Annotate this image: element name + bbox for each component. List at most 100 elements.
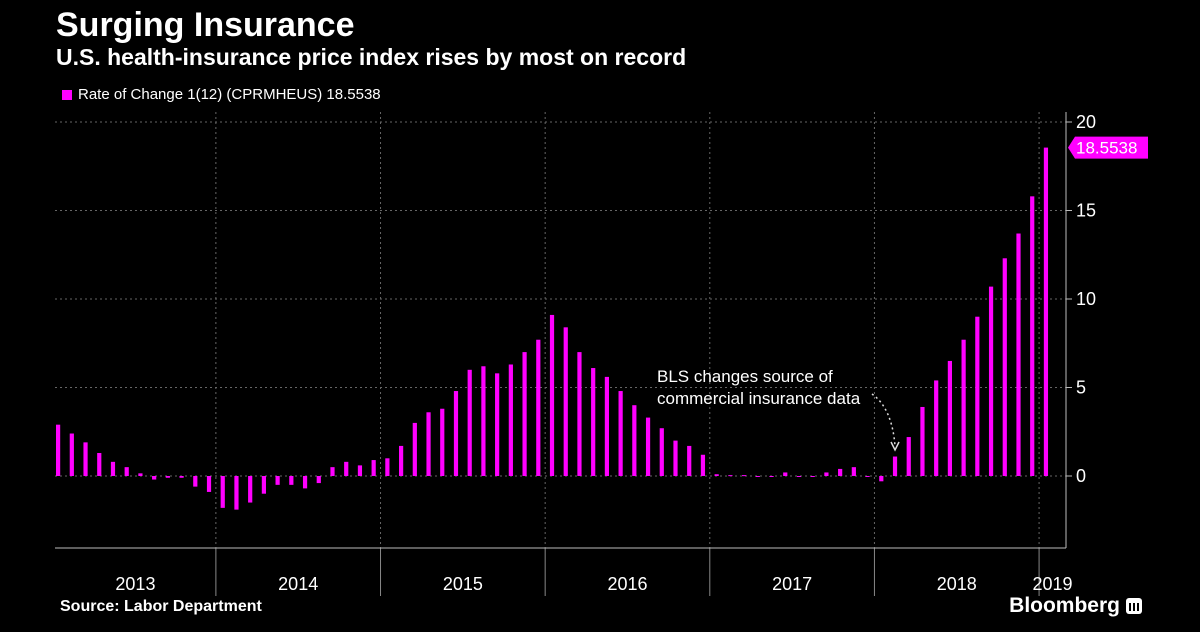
chart-subtitle: U.S. health-insurance price index rises … <box>56 44 687 70</box>
x-tick-label: 2019 <box>1033 574 1073 594</box>
chart-title: Surging Insurance <box>56 6 355 44</box>
bar <box>275 476 280 485</box>
bar <box>865 476 870 477</box>
bar <box>1043 147 1049 477</box>
y-tick-label: 20 <box>1076 112 1096 132</box>
bar <box>549 314 555 476</box>
bar <box>536 339 541 476</box>
bar <box>632 405 637 476</box>
bar <box>316 476 321 484</box>
bar <box>152 476 157 480</box>
legend-swatch <box>62 89 72 100</box>
bar <box>1016 233 1021 476</box>
bar <box>234 476 239 510</box>
bar <box>261 476 266 494</box>
bar <box>165 476 170 478</box>
x-tick-label: 2017 <box>772 574 812 594</box>
annotation-text: commercial insurance data <box>657 389 861 408</box>
bar <box>412 422 417 476</box>
bar <box>906 437 911 476</box>
bar <box>289 476 294 485</box>
bar <box>645 417 651 476</box>
bar <box>728 475 733 477</box>
bar <box>742 475 747 477</box>
last-value-label: 18.5538 <box>1076 139 1137 158</box>
bar <box>961 339 966 476</box>
bar <box>591 368 596 476</box>
bar <box>179 476 184 478</box>
y-tick-label: 5 <box>1076 378 1086 398</box>
annotation-text: BLS changes source of <box>657 367 833 386</box>
bar <box>988 286 994 476</box>
bar <box>453 391 459 476</box>
bar <box>495 373 500 476</box>
bar <box>824 472 829 476</box>
bar <box>508 364 513 476</box>
bar <box>124 467 129 476</box>
bar <box>69 433 74 476</box>
bar <box>357 465 363 476</box>
bloomberg-logo: Bloomberg <box>1009 594 1142 618</box>
x-tick-label: 2015 <box>443 574 483 594</box>
bar <box>755 476 760 477</box>
bar <box>248 476 253 503</box>
bar <box>618 391 623 476</box>
last-value-flag <box>1068 136 1148 159</box>
bar <box>138 473 143 476</box>
bar <box>385 458 390 476</box>
bar <box>330 467 335 476</box>
bar <box>206 476 212 492</box>
bar <box>838 468 843 476</box>
bar <box>577 352 582 476</box>
bar <box>110 461 116 476</box>
bar <box>769 476 774 477</box>
bar <box>934 380 939 476</box>
bar <box>440 408 445 476</box>
bar <box>714 474 719 476</box>
bar <box>302 476 308 489</box>
x-tick-label: 2014 <box>278 574 318 594</box>
bar <box>879 476 884 482</box>
bar <box>522 352 527 476</box>
bar <box>56 424 61 476</box>
legend: Rate of Change 1(12) (CPRMHEUS) 18.5538 <box>62 86 381 103</box>
bar <box>892 456 898 476</box>
bar <box>193 476 198 487</box>
y-tick-label: 0 <box>1076 466 1086 486</box>
bar <box>1030 196 1035 476</box>
bar <box>344 461 349 476</box>
brand-name: Bloomberg <box>1009 594 1120 617</box>
bar <box>687 445 692 476</box>
annotation-arrow <box>871 393 896 447</box>
bar <box>659 428 664 476</box>
bar <box>783 472 788 476</box>
chart-bars-icon <box>1126 598 1142 614</box>
bar <box>399 445 404 476</box>
x-tick-label: 2018 <box>937 574 977 594</box>
bar <box>481 366 486 476</box>
annotation-arrowhead <box>890 441 900 452</box>
bar <box>467 369 472 476</box>
bar <box>83 442 88 476</box>
x-tick-label: 2016 <box>607 574 647 594</box>
bar <box>563 327 568 476</box>
bar <box>810 476 815 477</box>
source-note: Source: Labor Department <box>60 598 262 615</box>
bar <box>700 454 706 476</box>
bar <box>975 316 980 476</box>
bar <box>1002 258 1007 476</box>
bar <box>920 406 925 476</box>
bar <box>604 376 609 476</box>
x-tick-label: 2013 <box>115 574 155 594</box>
bar <box>426 412 431 476</box>
bar <box>673 440 678 476</box>
bar <box>851 467 856 476</box>
bar <box>371 460 376 476</box>
bar <box>220 476 225 508</box>
y-tick-label: 10 <box>1076 289 1096 309</box>
y-tick-label: 15 <box>1076 201 1096 221</box>
legend-label: Rate of Change 1(12) (CPRMHEUS) 18.5538 <box>78 86 381 103</box>
bar <box>947 360 952 476</box>
bar <box>796 476 802 477</box>
